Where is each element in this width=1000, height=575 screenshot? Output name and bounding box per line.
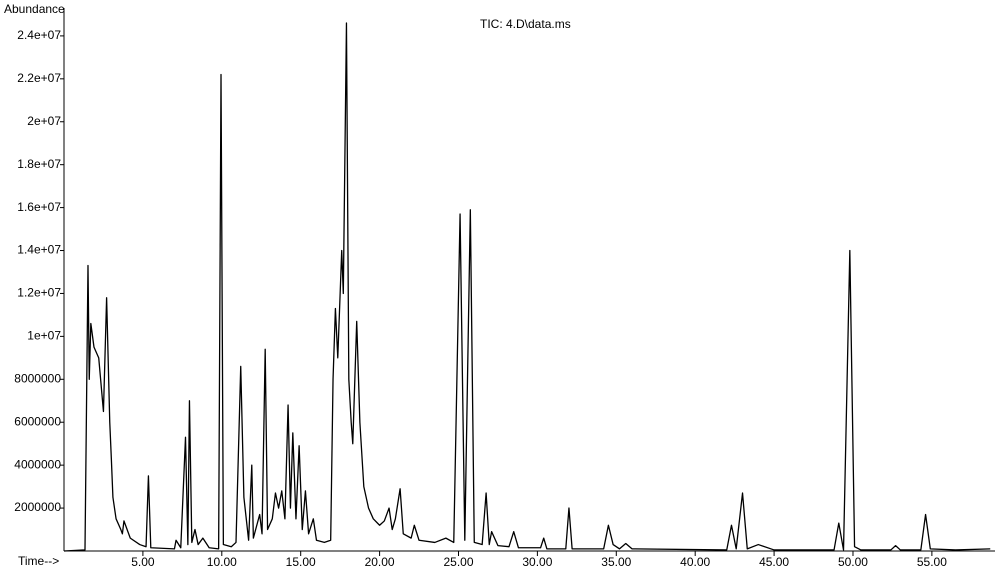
y-tick-label: 2e+07 <box>27 114 61 128</box>
y-tick-label: 1e+07 <box>27 329 61 343</box>
x-tick-label: 15.00 <box>286 555 316 569</box>
x-tick-label: 55.00 <box>917 555 947 569</box>
x-tick-label: 5.00 <box>131 555 155 569</box>
y-tick-label: 1.2e+07 <box>17 286 61 300</box>
y-axis-label: Abundance <box>4 2 65 16</box>
y-tick-label: 4000000 <box>14 457 61 471</box>
x-tick-label: 45.00 <box>759 555 789 569</box>
x-axis-label: Time--> <box>18 554 59 568</box>
y-tick-label: 1.4e+07 <box>17 243 61 257</box>
y-tick-label: 8000000 <box>14 371 61 385</box>
chart-title: TIC: 4.D\data.ms <box>480 17 571 31</box>
x-tick-label: 50.00 <box>838 555 868 569</box>
x-tick-label: 25.00 <box>443 555 473 569</box>
y-tick-label: 2000000 <box>14 500 61 514</box>
y-tick-label: 1.8e+07 <box>17 157 61 171</box>
x-tick-label: 20.00 <box>365 555 395 569</box>
x-tick-label: 30.00 <box>522 555 552 569</box>
x-tick-label: 10.00 <box>207 555 237 569</box>
y-tick-label: 2.2e+07 <box>17 71 61 85</box>
x-tick-label: 40.00 <box>680 555 710 569</box>
y-tick-label: 6000000 <box>14 414 61 428</box>
trace-line <box>63 22 991 552</box>
y-tick-label: 2.4e+07 <box>17 28 61 42</box>
y-tick-label: 1.6e+07 <box>17 200 61 214</box>
x-tick-label: 35.00 <box>601 555 631 569</box>
